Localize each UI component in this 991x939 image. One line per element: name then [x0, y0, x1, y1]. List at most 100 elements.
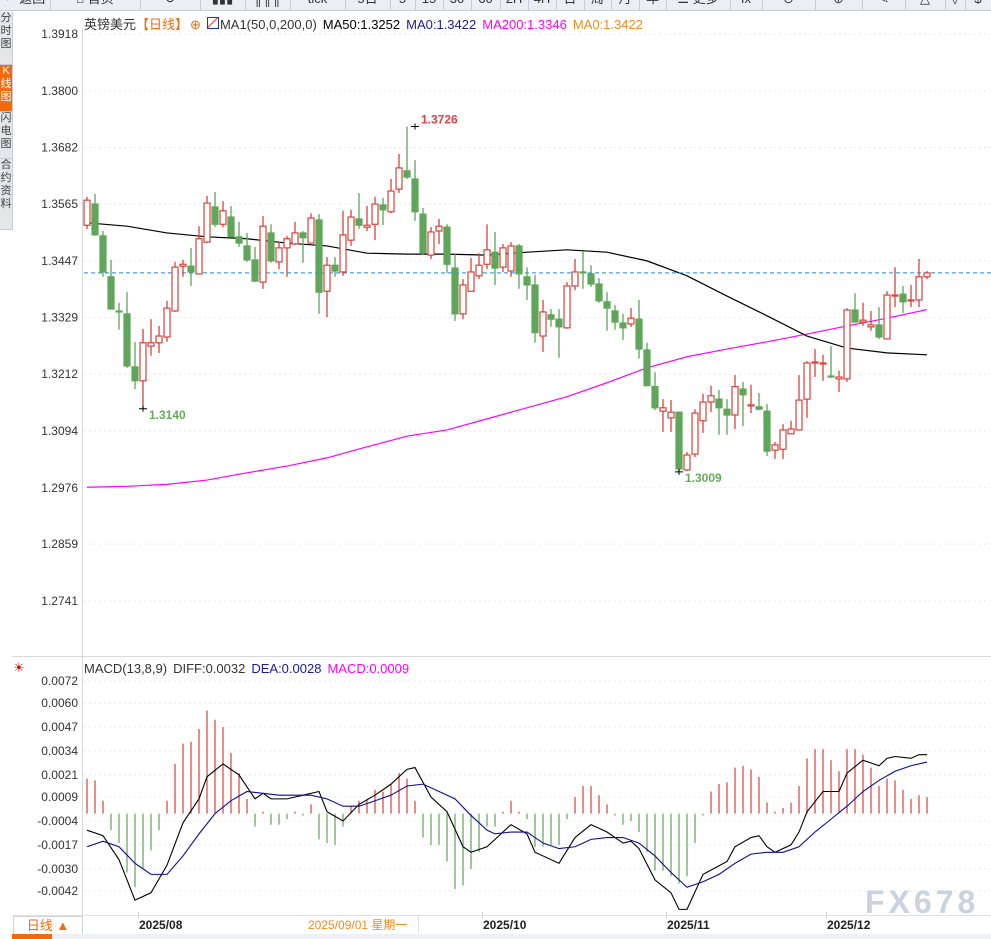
toolbar-5min-button[interactable]: 5	[390, 0, 416, 10]
toolbar-zoom-in-button[interactable]: ⊕	[815, 0, 863, 10]
toolbar-back-button[interactable]: ↶ 返回	[0, 0, 51, 10]
candle	[203, 195, 211, 244]
macd-y-tick-label: 0.0009	[41, 790, 78, 804]
candle	[355, 192, 363, 230]
candle	[611, 305, 619, 330]
side-tab-timeshare[interactable]: 分时图	[0, 12, 12, 65]
toolbar-60min-button[interactable]: 60	[471, 0, 501, 10]
candle	[451, 254, 459, 322]
cursor-date-label: 2025/09/01 星期一	[308, 916, 419, 935]
candle	[403, 126, 411, 179]
candle-body	[411, 178, 419, 213]
candle	[499, 244, 507, 272]
indicator-icon[interactable]	[206, 17, 219, 29]
candle-body	[115, 310, 123, 313]
toolbar-bar-chart-button[interactable]: ▮▮▮	[200, 0, 246, 10]
toolbar-month-button[interactable]: 月	[611, 0, 640, 10]
candle	[819, 354, 827, 381]
candle	[891, 267, 899, 308]
candle-body	[651, 386, 659, 409]
period-button[interactable]: 日线 ▲	[13, 916, 83, 936]
toolbar-15min-button[interactable]: 15	[415, 0, 444, 10]
candle	[123, 292, 131, 368]
candle-body	[347, 216, 355, 241]
candle	[531, 274, 539, 343]
y-tick-label: 1.3447	[41, 254, 78, 268]
toolbar-zoom-out-button[interactable]: ⊖	[762, 0, 816, 10]
candle-body	[755, 406, 763, 410]
candle-body	[587, 273, 595, 285]
toolbar-2h-button[interactable]: 2H	[500, 0, 529, 10]
toolbar-scroll-up-button[interactable]: △	[905, 0, 946, 10]
toolbar-30min-button[interactable]: 30	[443, 0, 472, 10]
candle-body	[219, 210, 227, 225]
macd-y-tick-label: 0.0021	[41, 768, 78, 782]
candle-body	[859, 319, 867, 323]
side-tab-flash[interactable]: 闪电图	[0, 112, 12, 159]
candle-body	[707, 395, 715, 403]
candle-body	[283, 238, 291, 249]
toolbar-label: 首页	[88, 0, 114, 6]
toolbar-refresh-button[interactable]: ↻	[140, 0, 201, 10]
candle-body	[123, 313, 131, 367]
candle-body	[107, 276, 115, 310]
candle	[243, 232, 251, 262]
candle	[139, 328, 147, 409]
toolbar-formula-button[interactable]: fx	[730, 0, 763, 10]
candle-body	[659, 407, 667, 412]
candle-body	[323, 264, 331, 292]
candle-body	[307, 217, 315, 244]
candle	[763, 403, 771, 456]
settings-icon[interactable]: ⊕	[190, 17, 201, 32]
candle-body	[779, 429, 787, 450]
candle-body	[379, 204, 387, 211]
side-tab-kline[interactable]: K线图	[0, 65, 12, 112]
candle	[339, 210, 347, 276]
candle	[651, 372, 659, 411]
toolbar-more-button[interactable]: ☰ 更多	[666, 0, 731, 10]
candle	[483, 224, 491, 270]
candle	[459, 279, 467, 320]
candle	[83, 196, 91, 230]
ma200-line	[86, 308, 928, 488]
toolbar-tick-button[interactable]: tick	[290, 0, 346, 10]
toolbar-candlestick-button[interactable]: ╫╫╫	[245, 0, 291, 10]
candle-body	[539, 311, 547, 337]
candle-body	[171, 266, 179, 312]
candle-body	[387, 190, 395, 213]
side-tab-contract-info[interactable]: 合约资料	[0, 159, 12, 230]
candle	[507, 242, 515, 277]
ma-indicator-name: MA1(50,0,200,0)	[219, 17, 317, 32]
bottom-tab-active[interactable]	[12, 934, 52, 939]
toolbar-home-button[interactable]: ⌂ 首页	[50, 0, 141, 10]
macd-y-tick-label: -0.0042	[37, 884, 78, 898]
candle-body	[683, 454, 691, 471]
candle-body	[875, 324, 883, 338]
candle-body	[507, 245, 515, 272]
toolbar-year-button[interactable]: 年	[639, 0, 667, 10]
high-price-label: 1.3726	[421, 112, 458, 126]
candle-body	[811, 361, 819, 364]
refresh-icon: ↻	[165, 0, 176, 6]
x-tick-label: 2025/12	[827, 918, 871, 932]
candle	[771, 441, 779, 459]
toolbar-4h-button[interactable]: 4H	[528, 0, 557, 10]
macd-y-tick-label: -0.0017	[37, 838, 78, 852]
candle-body	[139, 342, 147, 382]
candle	[283, 235, 291, 277]
toolbar-week-button[interactable]: 周	[584, 0, 612, 10]
macd-settings-icon[interactable]: ☀	[13, 660, 25, 675]
toolbar-5day-button[interactable]: 5日	[345, 0, 391, 10]
candle-body	[827, 375, 835, 378]
toolbar-scroll-down-button[interactable]: ▽	[945, 0, 966, 10]
candle	[643, 342, 651, 387]
candle-body	[291, 232, 299, 245]
toolbar-day-button[interactable]: 日	[556, 0, 585, 10]
toolbar-currency-button[interactable]: $	[965, 0, 991, 10]
candle-body	[731, 386, 739, 416]
candle-body	[83, 199, 91, 226]
candle-body	[531, 284, 539, 334]
extreme-marker	[675, 468, 683, 475]
toolbar-draw-button[interactable]: ✎	[862, 0, 906, 10]
